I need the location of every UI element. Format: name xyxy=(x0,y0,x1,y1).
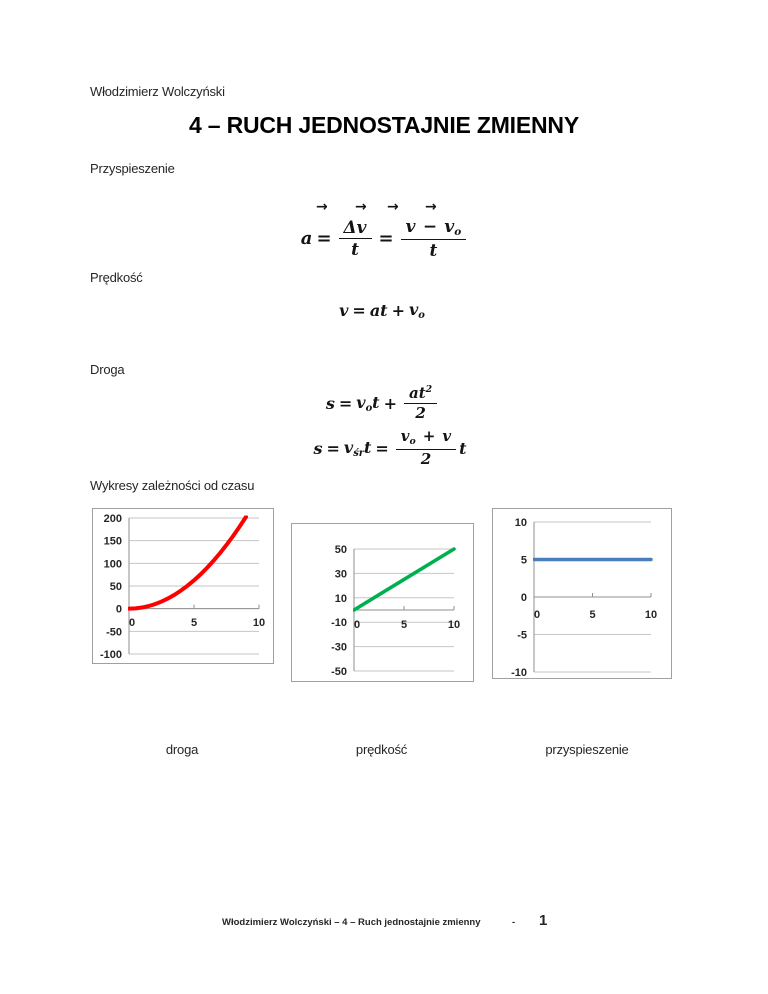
svg-text:10: 10 xyxy=(645,609,657,621)
footer-page-number: 1 xyxy=(539,912,548,929)
math-denominator: 2 xyxy=(420,449,432,468)
vector-arrow-icon: → xyxy=(425,199,437,215)
math-numerator: Δv xyxy=(338,217,372,240)
formula-velocity: v = at + vo xyxy=(302,300,462,321)
math-var: at xyxy=(369,301,388,320)
svg-text:-10: -10 xyxy=(331,617,347,629)
svg-text:-10: -10 xyxy=(511,667,527,678)
svg-text:0: 0 xyxy=(116,604,122,616)
math-denominator: t xyxy=(351,239,359,260)
math-fraction: at2 2 xyxy=(403,384,438,423)
svg-text:150: 150 xyxy=(104,536,122,548)
math-operator: + xyxy=(391,301,405,320)
math-var: s xyxy=(325,394,335,414)
footer-dash: - xyxy=(512,917,516,928)
chart-distance: 200 150 100 50 0 -50 -100 0 5 10 xyxy=(92,508,274,664)
formula-distance-1: s = vot + at2 2 xyxy=(303,384,463,423)
svg-text:-30: -30 xyxy=(331,642,347,654)
svg-text:30: 30 xyxy=(335,568,347,580)
section-label-charts: Wykresy zależności od czasu xyxy=(90,478,255,493)
math-numerator: v − vo xyxy=(400,216,467,241)
svg-text:-50: -50 xyxy=(106,626,122,638)
math-operator: + xyxy=(383,394,397,414)
math-var: v xyxy=(339,301,349,320)
formula-distance-2: s = vśrt = vo + v 2 t xyxy=(305,427,475,468)
svg-text:-5: -5 xyxy=(517,630,527,642)
vector-arrow-icon: → xyxy=(387,199,399,215)
svg-text:0: 0 xyxy=(354,619,360,631)
chart-svg: 200 150 100 50 0 -50 -100 0 5 10 xyxy=(100,513,265,661)
svg-text:0: 0 xyxy=(521,592,527,604)
svg-text:0: 0 xyxy=(534,609,540,621)
math-operator: = xyxy=(375,438,389,458)
page-title: 4 – RUCH JEDNOSTAJNIE ZMIENNY xyxy=(189,112,579,138)
chart-acceleration: 10 5 0 -5 -10 0 5 10 xyxy=(492,508,672,679)
svg-text:5: 5 xyxy=(401,619,407,631)
svg-text:10: 10 xyxy=(253,617,265,629)
svg-text:5: 5 xyxy=(191,617,197,629)
math-operator: = xyxy=(326,438,340,458)
svg-text:50: 50 xyxy=(335,544,347,556)
chart-velocity: 50 30 10 -10 -30 -50 0 5 10 xyxy=(291,523,474,682)
math-operator: = xyxy=(316,228,332,250)
math-var: vśrt xyxy=(343,437,372,459)
section-label-velocity: Prędkość xyxy=(90,270,143,285)
chart-caption-distance: droga xyxy=(165,742,199,757)
section-label-distance: Droga xyxy=(90,362,125,377)
formula-acceleration: a = Δv t = v − vo t xyxy=(300,216,470,261)
svg-text:10: 10 xyxy=(515,517,527,529)
vector-arrow-icon: → xyxy=(316,199,328,215)
svg-text:100: 100 xyxy=(104,558,122,570)
svg-text:5: 5 xyxy=(521,555,527,567)
math-operator: = xyxy=(338,394,353,414)
chart-svg: 10 5 0 -5 -10 0 5 10 xyxy=(511,517,657,679)
math-fraction: v − vo t xyxy=(400,216,467,261)
svg-text:-100: -100 xyxy=(100,649,122,661)
svg-text:10: 10 xyxy=(448,619,460,631)
math-operator: = xyxy=(352,301,366,320)
math-fraction: vo + v 2 xyxy=(395,427,457,468)
math-fraction: Δv t xyxy=(338,217,372,260)
math-numerator: at2 xyxy=(403,384,438,405)
author-line: Włodzimierz Wolczyński xyxy=(90,84,225,99)
vector-arrow-icon: → xyxy=(355,199,367,215)
math-var: vot xyxy=(356,393,380,415)
svg-text:200: 200 xyxy=(104,513,122,525)
math-var: vo xyxy=(408,300,425,321)
chart-caption-acceleration: przyspieszenie xyxy=(545,742,629,757)
section-label-acceleration: Przyspieszenie xyxy=(90,161,175,176)
footer-text: Włodzimierz Wolczyński – 4 – Ruch jednos… xyxy=(222,917,481,928)
math-denominator: 2 xyxy=(415,404,426,423)
svg-text:10: 10 xyxy=(335,593,347,605)
svg-text:-50: -50 xyxy=(331,666,347,678)
chart-svg: 50 30 10 -10 -30 -50 0 5 10 xyxy=(331,544,460,678)
svg-text:5: 5 xyxy=(589,609,595,621)
svg-text:0: 0 xyxy=(129,617,135,629)
chart-caption-velocity: prędkość xyxy=(355,742,408,757)
math-var: t xyxy=(459,438,467,458)
math-numerator: vo + v xyxy=(395,427,457,450)
math-var: a xyxy=(300,228,313,250)
svg-text:50: 50 xyxy=(110,581,122,593)
math-denominator: t xyxy=(429,240,438,261)
math-var: s xyxy=(313,438,323,458)
math-operator: = xyxy=(378,228,394,250)
